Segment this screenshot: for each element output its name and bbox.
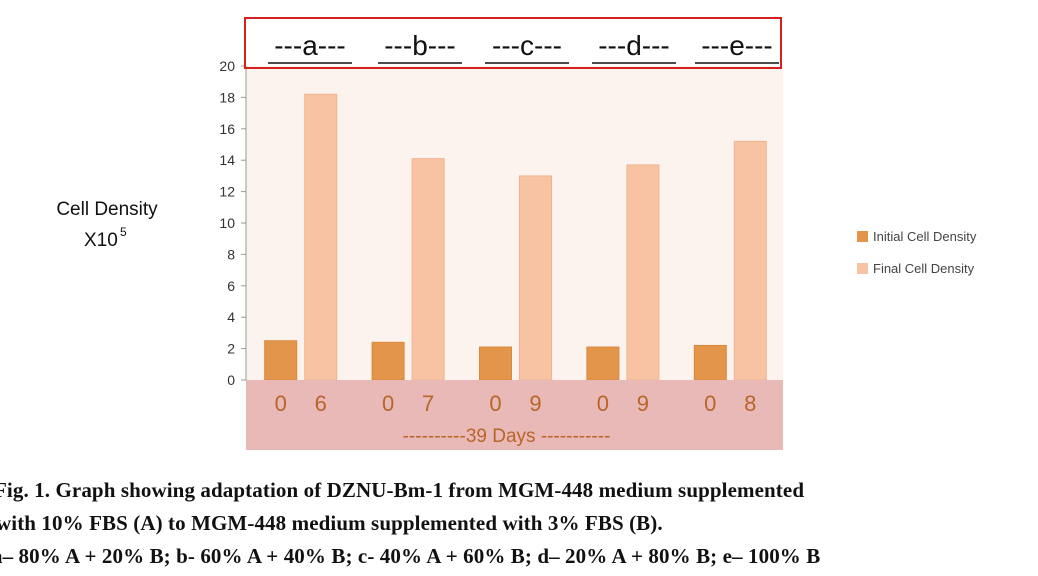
- final-density-bar: [304, 93, 338, 381]
- y-tick-label: 20: [219, 58, 235, 74]
- initial-density-bar: [371, 341, 405, 381]
- day-label-start: 0: [704, 391, 716, 416]
- y-axis-unit-exponent: 5: [120, 225, 127, 239]
- y-axis-unit: X10: [84, 230, 118, 251]
- category-label: ---e---: [701, 30, 773, 61]
- day-label-start: 0: [489, 391, 501, 416]
- legend-swatch: [857, 231, 868, 242]
- category-label: ---a---: [274, 30, 346, 61]
- day-label-start: 0: [382, 391, 394, 416]
- category-label: ---d---: [598, 30, 670, 61]
- initial-density-bar: [693, 344, 727, 381]
- bar-chart: 0 2 4 6 8 10 12 14 16 18 20 0 6 0 7 0 9 0 9 0 8 ----------39…: [56, 17, 977, 450]
- legend-swatch: [857, 263, 868, 274]
- y-tick-label: 8: [227, 246, 235, 262]
- caption-line-2: with 10% FBS (A) to MGM-448 medium suppl…: [0, 511, 663, 535]
- final-density-bar: [411, 158, 445, 381]
- y-axis-label: Cell Density: [56, 199, 158, 220]
- caption-line-1: Fig. 1. Graph showing adaptation of DZNU…: [0, 478, 805, 502]
- day-label-end: 9: [529, 391, 541, 416]
- day-label-end: 8: [744, 391, 756, 416]
- legend-label: Initial Cell Density: [873, 229, 977, 244]
- day-label-start: 0: [597, 391, 609, 416]
- day-label-start: 0: [275, 391, 287, 416]
- y-tick-label: 14: [219, 152, 235, 168]
- final-density-bar: [519, 175, 552, 381]
- y-tick-label: 6: [227, 278, 235, 294]
- category-label: ---b---: [384, 30, 456, 61]
- y-tick-label: 0: [227, 372, 235, 388]
- legend-label: Final Cell Density: [873, 261, 975, 276]
- y-tick-label: 18: [219, 89, 235, 105]
- final-density-bar: [626, 164, 660, 381]
- initial-density-bar: [586, 346, 620, 381]
- y-tick-label: 12: [219, 184, 235, 200]
- days-band: [246, 380, 783, 450]
- y-tick-label: 4: [227, 309, 235, 325]
- category-label: ---c---: [492, 30, 562, 61]
- x-axis-label: ----------39 Days -----------: [403, 426, 611, 447]
- day-label-end: 7: [422, 391, 434, 416]
- y-tick-label: 10: [219, 215, 235, 231]
- category-box: [244, 17, 782, 69]
- initial-density-bar: [264, 340, 298, 381]
- y-tick-label: 2: [227, 341, 235, 357]
- day-label-end: 9: [637, 391, 649, 416]
- initial-density-bar: [479, 346, 512, 381]
- y-tick-label: 16: [219, 121, 235, 137]
- day-label-end: 6: [315, 391, 327, 416]
- final-density-bar: [733, 140, 767, 381]
- caption-line-3: a– 80% A + 20% B; b- 60% A + 40% B; c- 4…: [0, 544, 821, 568]
